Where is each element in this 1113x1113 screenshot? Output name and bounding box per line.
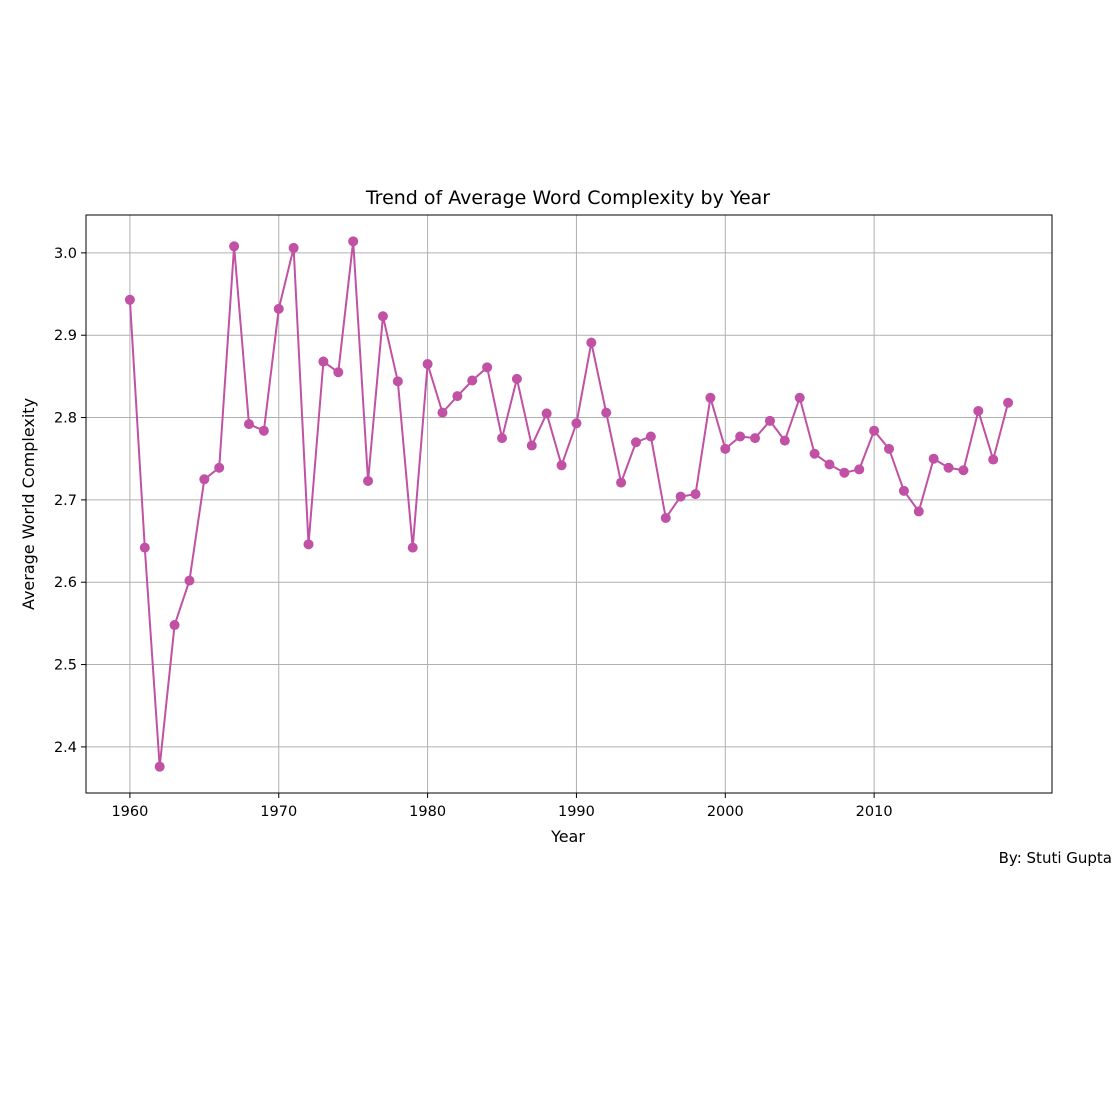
y-tick-label: 2.8 (54, 411, 77, 427)
data-point (139, 542, 150, 553)
markers (124, 236, 1014, 772)
x-tick-label: 2000 (707, 804, 744, 820)
data-point (348, 236, 359, 247)
data-point (452, 391, 463, 402)
data-point (377, 311, 388, 322)
author-credit: By: Stuti Gupta (999, 849, 1112, 867)
series-line-layer (128, 240, 1010, 768)
data-point (1003, 397, 1014, 408)
data-point (645, 431, 656, 442)
data-point (437, 407, 448, 418)
data-point (630, 437, 641, 448)
y-axis-ticks: 2.4 2.5 2.6 2.7 2.8 2.9 3.0 (54, 246, 86, 756)
data-point (154, 761, 165, 772)
data-point (720, 443, 731, 454)
x-axis-label: Year (550, 827, 585, 846)
x-tick-label: 1980 (409, 804, 446, 820)
data-point (913, 506, 924, 517)
data-point (229, 241, 240, 252)
x-tick-label: 1960 (111, 804, 148, 820)
data-point (586, 337, 597, 348)
x-axis-ticks: 1960 1970 1980 1990 2000 2010 (111, 793, 893, 820)
x-tick-label: 1990 (558, 804, 595, 820)
x-tick-label: 1970 (260, 804, 297, 820)
chart-title: Trend of Average Word Complexity by Year (365, 187, 770, 209)
data-point (779, 435, 790, 446)
data-point (869, 425, 880, 436)
data-point (258, 425, 269, 436)
data-point (214, 462, 225, 473)
y-tick-label: 2.6 (54, 575, 77, 591)
data-point (824, 459, 835, 470)
data-point (794, 392, 805, 403)
y-tick-label: 3.0 (54, 246, 77, 262)
data-point (660, 512, 671, 523)
data-point (854, 464, 865, 475)
data-point (363, 475, 374, 486)
data-point (928, 453, 939, 464)
data-point (184, 575, 195, 586)
data-point (943, 462, 954, 473)
data-point (392, 376, 403, 387)
data-point (333, 367, 344, 378)
y-tick-label: 2.4 (54, 740, 77, 756)
data-point (884, 443, 895, 454)
y-tick-label: 2.5 (54, 658, 77, 674)
data-point (764, 415, 775, 426)
data-point (199, 474, 210, 485)
data-point (303, 539, 314, 550)
data-point (973, 405, 984, 416)
data-point (690, 489, 701, 500)
y-axis-label: Average World Complexity (19, 398, 38, 610)
plot-area-frame (85, 214, 1053, 794)
data-point (318, 356, 329, 367)
data-point (482, 362, 493, 373)
data-point (124, 294, 135, 305)
data-point (675, 491, 686, 502)
data-point (705, 392, 716, 403)
data-point (511, 373, 522, 384)
series-line (128, 240, 1010, 768)
data-point (809, 448, 820, 459)
data-point (750, 433, 761, 444)
y-tick-label: 2.7 (54, 493, 77, 509)
data-point (958, 465, 969, 476)
data-point (988, 454, 999, 465)
data-point (735, 431, 746, 442)
y-tick-label: 2.9 (54, 328, 77, 344)
data-point (839, 467, 850, 478)
data-point (541, 408, 552, 419)
data-point (616, 477, 627, 488)
grid (86, 215, 1052, 793)
data-point (288, 242, 299, 253)
data-point (526, 440, 537, 451)
data-point (422, 359, 433, 370)
data-point (556, 460, 567, 471)
data-point (407, 542, 418, 553)
data-point (601, 407, 612, 418)
data-point (169, 620, 180, 631)
x-tick-label: 2010 (856, 804, 893, 820)
data-point (497, 433, 508, 444)
data-point (273, 303, 284, 314)
data-point (571, 418, 582, 429)
data-point (243, 419, 254, 430)
data-point (467, 375, 478, 386)
data-point (898, 485, 909, 496)
